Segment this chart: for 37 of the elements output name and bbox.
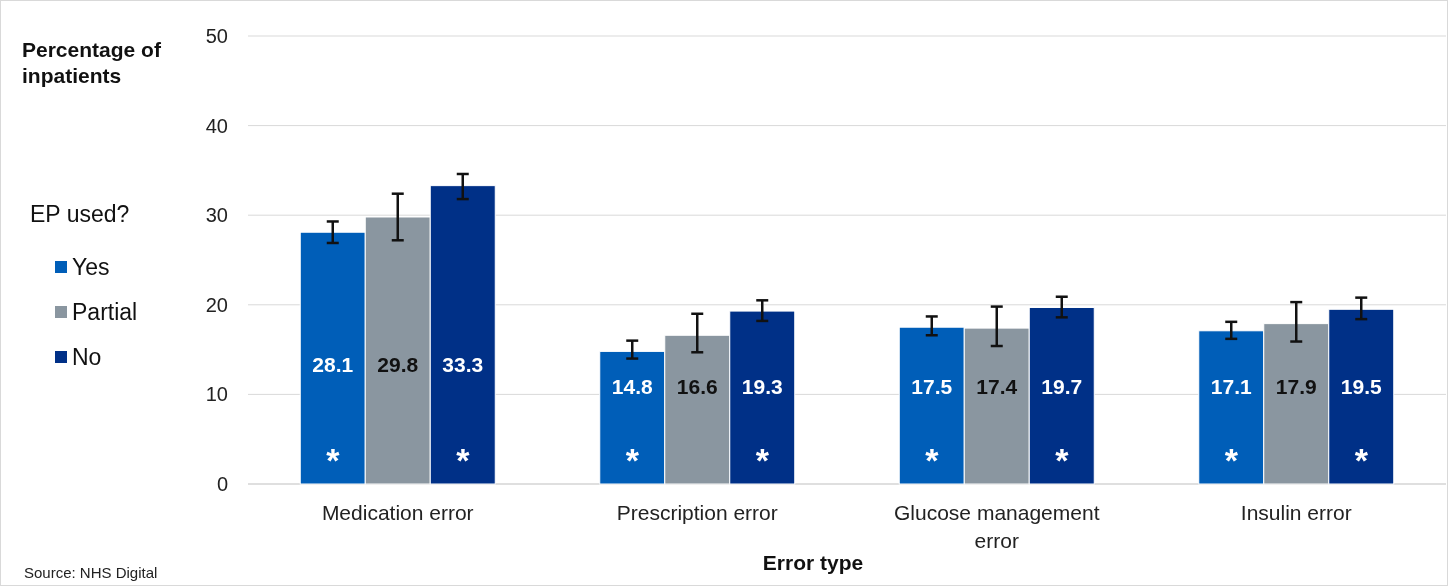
y-tick-label: 0 [216, 473, 228, 495]
y-tick-label: 10 [205, 383, 228, 406]
annotation: * [755, 441, 770, 479]
data-label: 17.1 [1210, 375, 1253, 398]
data-label: 19.5 [1340, 375, 1383, 398]
legend-label: Partial [72, 299, 138, 326]
data-label: 33.3 [442, 353, 484, 376]
y-tick-label: 40 [205, 114, 228, 137]
data-label: 19.7 [1041, 375, 1083, 398]
annotation: * [625, 441, 640, 479]
legend-label: No [72, 344, 102, 371]
data-label: 19.3 [741, 375, 783, 398]
annotation: * [1354, 441, 1369, 479]
annotation: * [1055, 441, 1070, 479]
data-label: 29.8 [377, 353, 419, 376]
x-tick-label: Prescription error [616, 501, 778, 524]
y-axis-title: Percentage of inpatients [22, 38, 162, 87]
annotation: * [326, 441, 341, 479]
x-tick-label: Insulin error [1240, 501, 1352, 524]
x-tick-label: Glucose management error [894, 501, 1100, 552]
source-note: Source: NHS Digital [24, 564, 158, 581]
annotation: * [456, 441, 471, 479]
data-label: 14.8 [611, 375, 654, 398]
data-label: 28.1 [312, 353, 354, 376]
x-axis-title: Error type [762, 551, 864, 574]
legend-label: Yes [72, 254, 110, 281]
annotation: * [925, 441, 940, 479]
data-label: 16.6 [676, 375, 718, 398]
y-tick-label: 20 [205, 293, 228, 316]
y-tick-label: 30 [205, 204, 228, 227]
data-label: 17.4 [976, 375, 1018, 398]
x-tick-label: Medication error [321, 501, 474, 524]
data-label: 17.9 [1275, 375, 1317, 398]
annotation: * [1224, 441, 1239, 479]
legend-title: EP used? [30, 201, 130, 227]
y-tick-label: 50 [205, 25, 228, 47]
data-label: 17.5 [911, 375, 953, 398]
